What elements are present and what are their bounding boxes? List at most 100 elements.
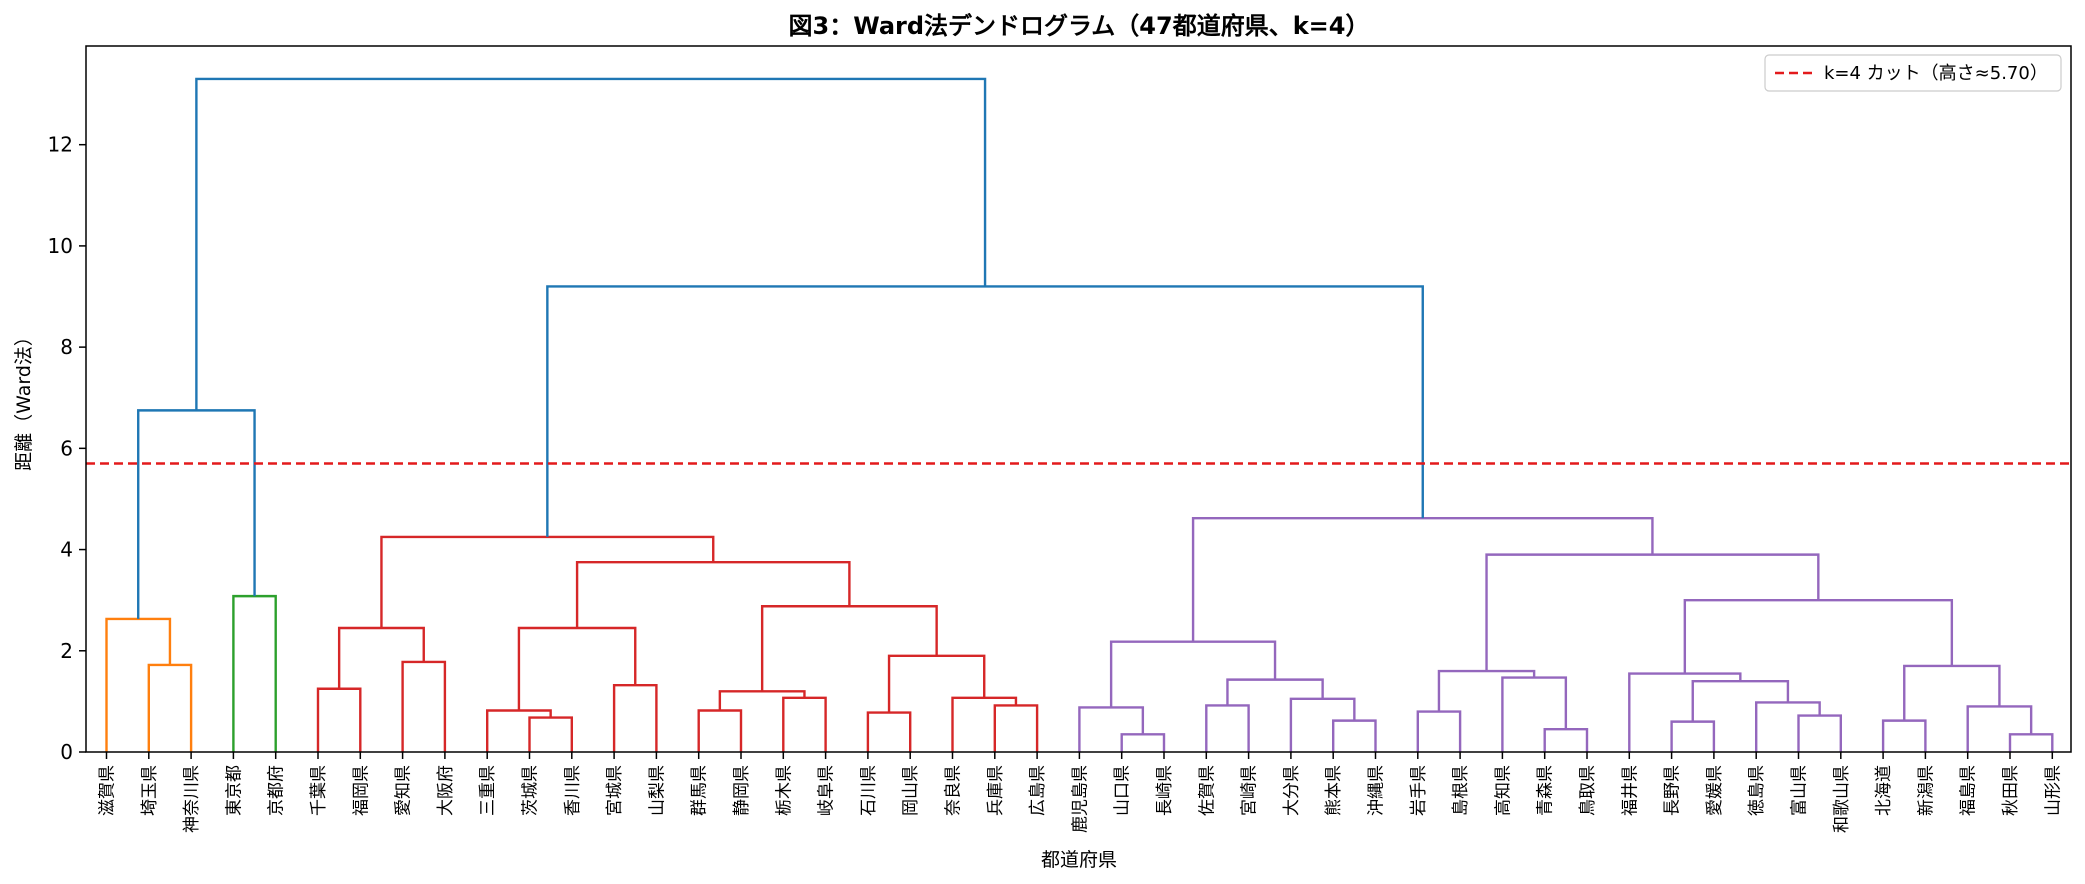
dendrogram-link [147, 663, 193, 752]
leaf-label: 山形県 [2043, 765, 2063, 816]
dendrogram-link [782, 696, 827, 752]
y-tick-label: 0 [60, 740, 73, 764]
y-tick-label: 2 [60, 639, 73, 663]
leaf-label: 北海道 [1874, 765, 1894, 816]
leaf-label: 大分県 [1282, 765, 1302, 816]
y-tick-label: 6 [60, 436, 73, 460]
dendrogram-link [1628, 672, 1742, 752]
dendrogram-link [760, 605, 938, 692]
y-tick-label: 12 [48, 133, 73, 157]
dendrogram-link [1485, 553, 1820, 672]
leaf-label: 秋田県 [2001, 765, 2021, 816]
dendrogram-link [2008, 733, 2054, 752]
x-axis-label: 都道府県 [1041, 849, 1117, 871]
leaf-label: 静岡県 [732, 765, 752, 816]
dendrogram-link [887, 654, 986, 713]
dendrogram-link [866, 711, 912, 752]
dendrogram-link [1966, 705, 2033, 752]
leaf-label: 徳島県 [1747, 765, 1767, 816]
dendrogram-link [337, 626, 425, 689]
dendrogram-link [1205, 704, 1250, 752]
leaf-label: 大阪府 [436, 765, 456, 816]
dendrogram-link [380, 535, 715, 629]
y-axis-ticks: 0 2 4 6 8 10 12 [48, 133, 86, 764]
leaf-label: 岩手県 [1409, 765, 1429, 816]
dendrogram-link [1903, 664, 2001, 721]
dendrogram-link [232, 594, 277, 752]
dendrogram-link [718, 690, 806, 711]
legend-entry-cut: k=4 カット（高さ≈5.70） [1824, 63, 2048, 84]
dendrogram-link [1881, 719, 1927, 752]
dendrogram-link [195, 77, 987, 411]
dendrogram-link [1755, 701, 1821, 752]
leaf-label: 三重県 [478, 765, 498, 816]
dendrogram-link [1416, 710, 1462, 752]
leaf-label: 群馬県 [690, 765, 710, 816]
leaf-label: 鹿児島県 [1070, 765, 1090, 833]
leaf-label: 愛媛県 [1705, 765, 1725, 816]
leaf-label: 石川県 [859, 765, 879, 816]
y-tick-label: 10 [48, 234, 73, 258]
dendrogram-link [1683, 598, 1954, 674]
leaf-label: 愛知県 [394, 765, 414, 816]
leaf-label: 滋賀県 [98, 765, 118, 816]
leaf-label: 山口県 [1113, 765, 1133, 816]
dendrogram-link [1120, 733, 1166, 752]
dendrogram-link [575, 561, 851, 629]
leaf-label: 奈良県 [944, 765, 964, 816]
leaf-label: 鳥取県 [1578, 765, 1598, 816]
leaf-label: 福島県 [1959, 765, 1979, 816]
dendrogram-links [105, 77, 2054, 752]
plot-frame [85, 45, 2072, 753]
y-tick-label: 4 [60, 538, 73, 562]
leaf-label: 栃木県 [774, 765, 794, 816]
dendrogram-link [517, 626, 637, 711]
leaf-label: 和歌山県 [1832, 765, 1852, 833]
leaf-label: 東京都 [224, 765, 244, 816]
leaf-label: 山梨県 [647, 765, 667, 816]
dendrogram-link [1501, 676, 1568, 752]
legend-box [1764, 54, 2062, 92]
dendrogram-link [316, 687, 362, 752]
leaf-label: 宮城県 [605, 765, 625, 816]
dendrogram-link [105, 617, 172, 752]
leaf-label: 香川県 [563, 765, 583, 816]
leaf-label: 京都府 [267, 765, 287, 816]
dendrogram-link [528, 716, 573, 752]
dendrogram-link [1332, 719, 1377, 752]
leaf-label: 福岡県 [351, 765, 371, 816]
dendrogram-link [993, 704, 1039, 752]
leaf-label: 兵庫県 [986, 765, 1006, 816]
leaf-label: 埼玉県 [140, 765, 160, 816]
dendrogram-link [137, 409, 256, 619]
leaf-label: 千葉県 [309, 765, 329, 816]
leaf-label: 青森県 [1536, 765, 1556, 816]
dendrogram-link [1109, 640, 1277, 708]
leaf-label: 沖縄県 [1367, 765, 1387, 816]
dendrogram-link [546, 285, 1424, 537]
dendrogram-link [1670, 720, 1716, 752]
chart-title: 図3：Ward法デンドログラム（47都道府県、k=4） [789, 12, 1370, 40]
dendrogram-link [1289, 697, 1356, 752]
leaf-label: 島根県 [1451, 765, 1471, 816]
dendrogram-link [1797, 714, 1842, 752]
leaf-label: 広島県 [1028, 765, 1048, 816]
leaf-label: 福井県 [1620, 765, 1640, 816]
leaf-label: 神奈川県 [182, 765, 202, 833]
leaf-label: 岡山県 [901, 765, 921, 816]
dendrogram-link [697, 709, 743, 752]
leaf-label: 熊本県 [1324, 765, 1344, 816]
dendrogram-link [612, 683, 658, 752]
leaf-label: 新潟県 [1916, 765, 1936, 816]
y-axis-label: 距離（Ward法） [13, 327, 35, 471]
dendrogram-link [401, 660, 447, 752]
leaf-label: 佐賀県 [1197, 765, 1217, 816]
leaf-label: 茨城県 [521, 765, 541, 816]
leaf-label: 長崎県 [1155, 765, 1175, 816]
dendrogram-link [1226, 678, 1324, 706]
leaf-label: 富山県 [1790, 765, 1810, 816]
dendrogram-link [1191, 516, 1654, 642]
y-tick-label: 8 [60, 335, 73, 359]
legend: k=4 カット（高さ≈5.70） [1764, 54, 2062, 92]
